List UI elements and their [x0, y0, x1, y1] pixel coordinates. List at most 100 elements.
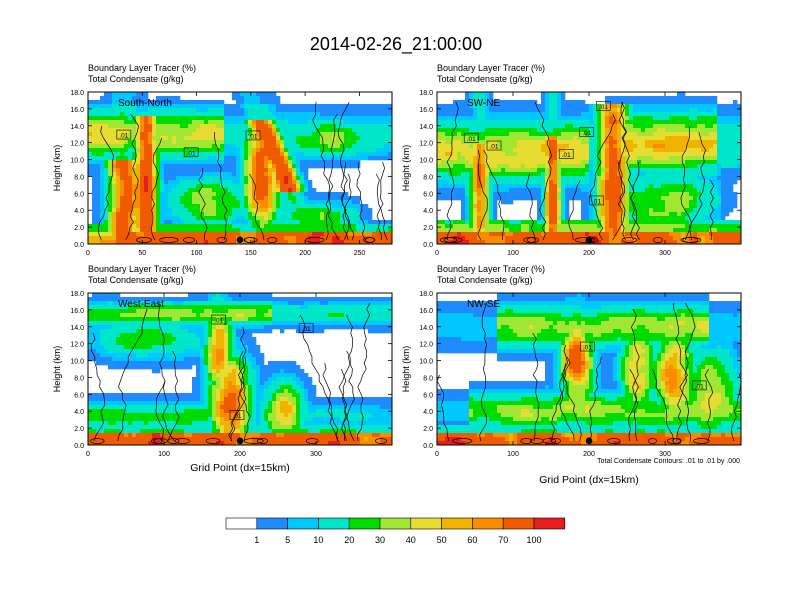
field-cell — [593, 164, 598, 169]
field-cell — [557, 180, 562, 185]
field-cell — [352, 200, 357, 205]
field-cell — [733, 140, 738, 145]
field-cell — [641, 168, 646, 173]
field-cell — [160, 148, 165, 153]
field-cell — [108, 184, 113, 189]
field-cell — [469, 196, 474, 201]
field-cell — [200, 156, 205, 161]
field-cell — [489, 92, 494, 97]
field-cell — [208, 220, 213, 225]
field-cell — [621, 144, 626, 149]
field-cell — [533, 184, 538, 189]
field-cell — [625, 120, 630, 125]
field-cell — [689, 204, 694, 209]
field-cell — [525, 120, 530, 125]
field-cell — [328, 136, 333, 141]
field-cell — [140, 216, 145, 221]
field-cell — [336, 240, 341, 244]
field-cell — [521, 112, 526, 117]
field-cell — [501, 148, 506, 153]
field-cell — [152, 120, 157, 125]
field-cell — [709, 156, 714, 161]
field-cell — [260, 180, 265, 185]
field-cell — [461, 156, 466, 161]
field-cell — [541, 220, 546, 225]
field-cell — [561, 100, 566, 105]
field-cell — [308, 208, 313, 213]
field-cell — [120, 192, 125, 197]
field-cell — [537, 120, 542, 125]
field-cell — [292, 140, 297, 145]
field-cell — [705, 156, 710, 161]
field-cell — [505, 160, 510, 165]
field-cell — [260, 208, 265, 213]
field-cell — [196, 140, 201, 145]
field-cell — [324, 112, 329, 117]
field-cell — [196, 128, 201, 133]
field-cell — [657, 160, 662, 165]
field-cell — [384, 144, 389, 149]
field-cell — [196, 168, 201, 173]
field-cell — [685, 160, 690, 165]
field-cell — [481, 204, 486, 209]
field-cell — [533, 116, 538, 121]
field-cell — [232, 188, 237, 193]
field-cell — [388, 116, 392, 121]
field-cell — [224, 212, 229, 217]
field-cell — [585, 176, 590, 181]
field-cell — [192, 124, 197, 129]
field-cell — [276, 120, 281, 125]
field-cell — [673, 112, 678, 117]
field-cell — [156, 136, 161, 141]
field-cell — [513, 196, 518, 201]
field-cell — [124, 240, 129, 244]
field-cell — [284, 216, 289, 221]
field-cell — [617, 116, 622, 121]
field-cell — [192, 120, 197, 125]
field-cell — [320, 144, 325, 149]
field-cell — [240, 104, 245, 109]
field-cell — [384, 240, 389, 244]
field-cell — [709, 144, 714, 149]
field-cell — [513, 108, 518, 113]
field-cell — [537, 132, 542, 137]
field-cell — [164, 180, 169, 185]
field-cell — [372, 148, 377, 153]
field-cell — [92, 208, 97, 213]
field-cell — [605, 200, 610, 205]
field-cell — [360, 132, 365, 137]
field-cell — [324, 164, 329, 169]
field-cell — [284, 140, 289, 145]
field-cell — [489, 188, 494, 193]
field-cell — [112, 192, 117, 197]
field-cell — [164, 236, 169, 241]
field-cell — [649, 152, 654, 157]
field-cell — [481, 208, 486, 213]
field-cell — [713, 196, 718, 201]
field-cell — [208, 188, 213, 193]
field-cell — [168, 184, 173, 189]
field-cell — [328, 104, 333, 109]
field-cell — [376, 116, 381, 121]
field-cell — [164, 160, 169, 165]
field-cell — [200, 228, 205, 233]
field-cell — [717, 152, 722, 157]
field-cell — [368, 240, 373, 244]
field-cell — [364, 224, 369, 229]
field-cell — [104, 124, 109, 129]
field-cell — [609, 136, 614, 141]
field-cell — [465, 208, 470, 213]
field-cell — [140, 204, 145, 209]
field-cell — [244, 144, 249, 149]
field-cell — [228, 192, 233, 197]
field-cell — [649, 188, 654, 193]
field-cell — [132, 204, 137, 209]
field-cell — [112, 144, 117, 149]
field-cell — [180, 216, 185, 221]
field-cell — [557, 200, 562, 205]
field-cell — [260, 124, 265, 129]
field-cell — [164, 164, 169, 169]
field-cell — [144, 240, 149, 244]
field-cell — [437, 224, 442, 229]
field-cell — [212, 152, 217, 157]
